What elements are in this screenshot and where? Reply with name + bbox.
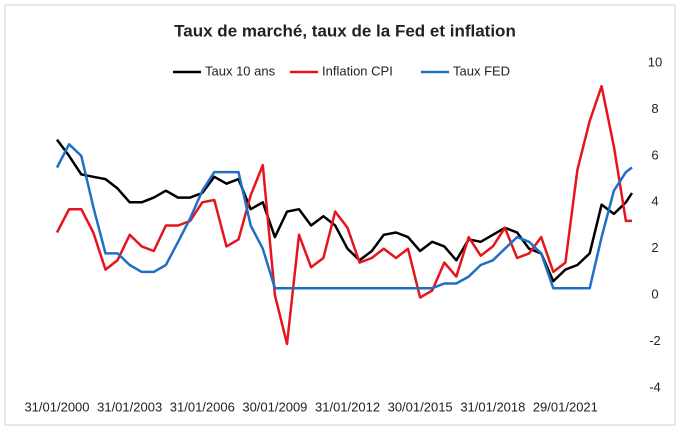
x-tick-label: 29/01/2021 <box>533 399 598 414</box>
y-tick-label: 0 <box>651 287 658 302</box>
legend-label: Taux FED <box>453 63 510 78</box>
chart-title: Taux de marché, taux de la Fed et inflat… <box>174 21 516 40</box>
x-tick-label: 31/01/2018 <box>460 399 525 414</box>
y-tick-label: 4 <box>651 194 658 209</box>
x-tick-label: 31/01/2003 <box>97 399 162 414</box>
x-tick-label: 31/01/2006 <box>170 399 235 414</box>
y-tick-label: 10 <box>648 54 662 69</box>
x-tick-label: 30/01/2015 <box>388 399 453 414</box>
x-tick-label: 31/01/2012 <box>315 399 380 414</box>
y-tick-label: 8 <box>651 101 658 116</box>
x-tick-label: 31/01/2000 <box>24 399 89 414</box>
chart-frame <box>4 4 676 426</box>
legend-label: Inflation CPI <box>322 63 393 78</box>
y-tick-label: 2 <box>651 240 658 255</box>
y-tick-label: 6 <box>651 147 658 162</box>
series-line <box>55 143 633 290</box>
x-tick-label: 30/01/2009 <box>242 399 307 414</box>
y-tick-label: -4 <box>649 379 661 394</box>
legend-label: Taux 10 ans <box>205 63 276 78</box>
y-tick-label: -2 <box>649 333 661 348</box>
series-line <box>55 84 632 346</box>
